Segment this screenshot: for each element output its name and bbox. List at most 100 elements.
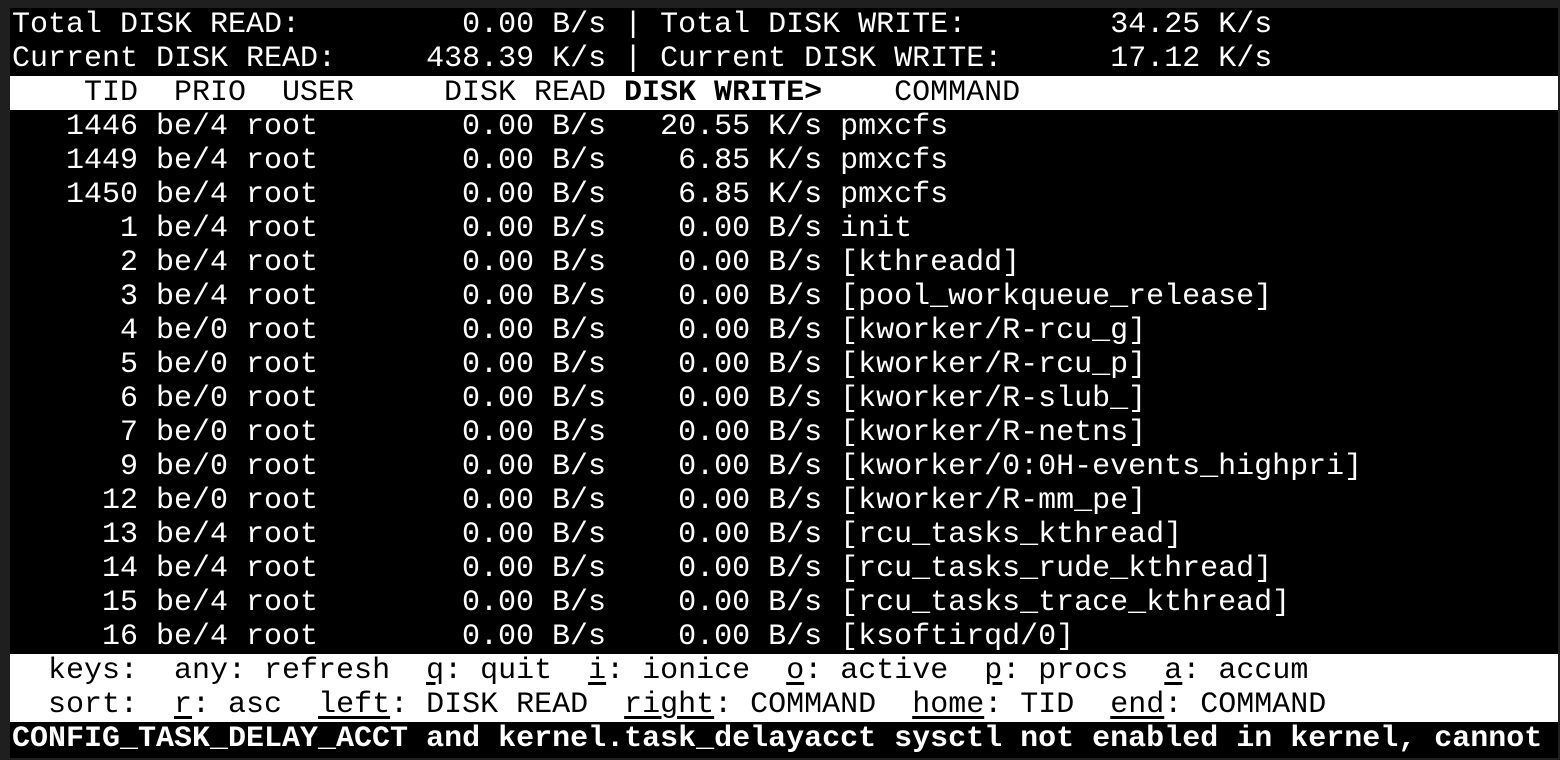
total-write-value: 34.25 K/s — [1110, 8, 1273, 42]
tid-cell: 1446 — [66, 110, 139, 144]
table-row[interactable]: 7 be/0 root 0.00 B/s 0.00 B/s [kworker/R-netn… — [10, 416, 1558, 450]
tid-cell: 12 — [102, 484, 139, 518]
user-cell: root — [246, 348, 319, 382]
key-action: refresh — [264, 654, 391, 688]
summary-current-line: Current DISK READ: 438.39 K/s | Current D… — [10, 42, 1558, 76]
disk-read-cell: 0.00 B/s — [462, 178, 607, 212]
command-cell: [kworker/R-netns] — [840, 416, 1147, 450]
keys-item-i[interactable]: i: ionice — [588, 654, 751, 688]
process-list: 1446 be/4 root 0.00 B/s 20.55 K/s pmxcfs 1449 b… — [10, 110, 1558, 654]
disk-write-cell: 6.85 K/s — [678, 178, 823, 212]
keys-help-line: keys: any: refresh q: quit i: ionice o: acti… — [10, 654, 1558, 688]
user-cell: root — [246, 552, 319, 586]
keys-item-q[interactable]: q: quit — [426, 654, 553, 688]
prio-cell: be/4 — [156, 246, 229, 280]
prio-cell: be/0 — [156, 348, 229, 382]
key-name: any — [174, 654, 229, 688]
tid-cell: 15 — [102, 586, 139, 620]
command-cell: [pool_workqueue_release] — [840, 280, 1273, 314]
user-cell: root — [246, 314, 319, 348]
table-row[interactable]: 1446 be/4 root 0.00 B/s 20.55 K/s pmxcfs — [10, 110, 1558, 144]
table-row[interactable]: 1449 be/4 root 0.00 B/s 6.85 K/s pmxcfs — [10, 144, 1558, 178]
table-row[interactable]: 16 be/4 root 0.00 B/s 0.00 B/s [ksoftirqd/0] — [10, 620, 1558, 654]
sort-item-end[interactable]: end: COMMAND — [1110, 688, 1327, 722]
total-write-label: Total DISK WRITE: — [660, 8, 967, 42]
user-cell: root — [246, 246, 319, 280]
disk-read-cell: 0.00 B/s — [462, 552, 607, 586]
disk-write-cell: 0.00 B/s — [678, 620, 823, 654]
header-command[interactable]: COMMAND — [894, 76, 1021, 110]
keys-label: keys: — [48, 654, 139, 688]
sort-item-right[interactable]: right: COMMAND — [624, 688, 877, 722]
prio-cell: be/0 — [156, 314, 229, 348]
prio-cell: be/0 — [156, 382, 229, 416]
header-user[interactable]: USER — [282, 76, 355, 110]
prio-cell: be/4 — [156, 552, 229, 586]
command-cell: [ksoftirqd/0] — [840, 620, 1075, 654]
keys-item-p[interactable]: p: procs — [984, 654, 1129, 688]
disk-write-cell: 0.00 B/s — [678, 212, 823, 246]
disk-write-cell: 0.00 B/s — [678, 484, 823, 518]
prio-cell: be/4 — [156, 586, 229, 620]
table-row[interactable]: 14 be/4 root 0.00 B/s 0.00 B/s [rcu_tasks_rud… — [10, 552, 1558, 586]
command-cell: [rcu_tasks_rude_kthread] — [840, 552, 1273, 586]
header-disk-write[interactable]: DISK WRITE> — [624, 76, 823, 110]
prio-cell: be/4 — [156, 144, 229, 178]
current-write-value: 17.12 K/s — [1110, 42, 1273, 76]
key-action: COMMAND — [1200, 688, 1327, 722]
prio-cell: be/4 — [156, 620, 229, 654]
disk-read-cell: 0.00 B/s — [462, 348, 607, 382]
table-row[interactable]: 9 be/0 root 0.00 B/s 0.00 B/s [kworker/0:0H-e… — [10, 450, 1558, 484]
key-action: active — [840, 654, 949, 688]
disk-read-cell: 0.00 B/s — [462, 586, 607, 620]
command-cell: init — [840, 212, 913, 246]
disk-read-cell: 0.00 B/s — [462, 212, 607, 246]
prio-cell: be/4 — [156, 110, 229, 144]
command-cell: [rcu_tasks_trace_kthread] — [840, 586, 1291, 620]
command-cell: [kworker/R-slub_] — [840, 382, 1147, 416]
disk-write-cell: 0.00 B/s — [678, 450, 823, 484]
header-disk-read[interactable]: DISK READ — [444, 76, 607, 110]
key-action: TID — [1020, 688, 1075, 722]
command-cell: pmxcfs — [840, 178, 949, 212]
table-row[interactable]: 13 be/4 root 0.00 B/s 0.00 B/s [rcu_tasks_kth… — [10, 518, 1558, 552]
terminal-window[interactable]: Total DISK READ: 0.00 B/s | Total DISK WR… — [10, 8, 1558, 758]
column-header: TID PRIO USER DISK READ DISK WRITE> COMMAND — [10, 76, 1558, 110]
disk-read-cell: 0.00 B/s — [462, 144, 607, 178]
command-cell: [kworker/R-rcu_p] — [840, 348, 1147, 382]
disk-read-cell: 0.00 B/s — [462, 416, 607, 450]
command-cell: [kthreadd] — [840, 246, 1021, 280]
disk-write-cell: 0.00 B/s — [678, 416, 823, 450]
table-row[interactable]: 3 be/4 root 0.00 B/s 0.00 B/s [pool_workqueue… — [10, 280, 1558, 314]
tid-cell: 5 — [120, 348, 139, 382]
sort-item-left[interactable]: left: DISK READ — [318, 688, 589, 722]
table-row[interactable]: 4 be/0 root 0.00 B/s 0.00 B/s [kworker/R-rcu_… — [10, 314, 1558, 348]
user-cell: root — [246, 586, 319, 620]
disk-write-cell: 0.00 B/s — [678, 246, 823, 280]
header-tid[interactable]: TID — [84, 76, 139, 110]
keys-item-any[interactable]: any: refresh — [174, 654, 391, 688]
key-name: home — [912, 688, 985, 722]
key-name: o — [786, 654, 805, 688]
table-row[interactable]: 1450 be/4 root 0.00 B/s 6.85 K/s pmxcfs — [10, 178, 1558, 212]
prio-cell: be/4 — [156, 280, 229, 314]
tid-cell: 4 — [120, 314, 139, 348]
prio-cell: be/0 — [156, 484, 229, 518]
table-row[interactable]: 12 be/0 root 0.00 B/s 0.00 B/s [kworker/R-mm_… — [10, 484, 1558, 518]
table-row[interactable]: 2 be/4 root 0.00 B/s 0.00 B/s [kthreadd] — [10, 246, 1558, 280]
header-prio[interactable]: PRIO — [174, 76, 247, 110]
sort-label: sort: — [48, 688, 139, 722]
keys-item-a[interactable]: a: accum — [1164, 654, 1309, 688]
sort-item-home[interactable]: home: TID — [912, 688, 1075, 722]
tid-cell: 13 — [102, 518, 139, 552]
table-row[interactable]: 6 be/0 root 0.00 B/s 0.00 B/s [kworker/R-slub… — [10, 382, 1558, 416]
command-cell: pmxcfs — [840, 144, 949, 178]
user-cell: root — [246, 620, 319, 654]
summary-total-line: Total DISK READ: 0.00 B/s | Total DISK WR… — [10, 8, 1558, 42]
table-row[interactable]: 15 be/4 root 0.00 B/s 0.00 B/s [rcu_tasks_tra… — [10, 586, 1558, 620]
table-row[interactable]: 1 be/4 root 0.00 B/s 0.00 B/s init — [10, 212, 1558, 246]
table-row[interactable]: 5 be/0 root 0.00 B/s 0.00 B/s [kworker/R-rcu_… — [10, 348, 1558, 382]
sort-item-r[interactable]: r: asc — [174, 688, 283, 722]
keys-item-o[interactable]: o: active — [786, 654, 949, 688]
key-name: left — [318, 688, 391, 722]
